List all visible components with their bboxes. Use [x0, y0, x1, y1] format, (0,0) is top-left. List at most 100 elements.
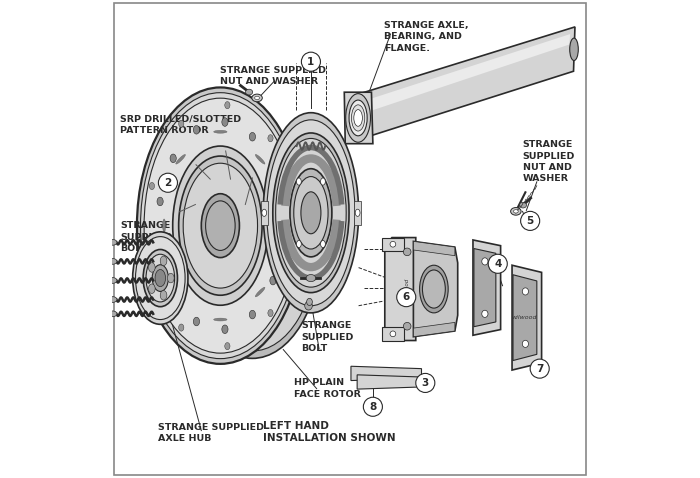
- Ellipse shape: [267, 120, 355, 306]
- Polygon shape: [382, 327, 404, 340]
- Ellipse shape: [148, 263, 155, 272]
- Ellipse shape: [263, 113, 358, 313]
- Ellipse shape: [273, 133, 349, 293]
- Ellipse shape: [136, 237, 185, 320]
- Circle shape: [416, 373, 435, 392]
- Text: wilwood: wilwood: [405, 278, 409, 300]
- Ellipse shape: [178, 120, 184, 127]
- Text: SUPPLIED: SUPPLIED: [522, 152, 575, 161]
- Polygon shape: [414, 241, 455, 256]
- Text: SUPPLIED: SUPPLIED: [302, 333, 354, 342]
- Ellipse shape: [297, 240, 301, 248]
- Ellipse shape: [306, 274, 316, 282]
- Ellipse shape: [178, 156, 262, 295]
- Ellipse shape: [148, 284, 155, 293]
- Ellipse shape: [279, 230, 285, 239]
- Ellipse shape: [108, 259, 117, 264]
- Ellipse shape: [222, 118, 228, 126]
- Ellipse shape: [321, 240, 326, 248]
- Ellipse shape: [270, 276, 276, 285]
- Ellipse shape: [403, 248, 411, 256]
- Text: 5: 5: [526, 216, 534, 226]
- Ellipse shape: [297, 178, 301, 185]
- Text: NUT AND: NUT AND: [522, 163, 571, 172]
- Text: WASHER: WASHER: [522, 174, 568, 184]
- Ellipse shape: [141, 93, 300, 358]
- Ellipse shape: [403, 322, 411, 330]
- Circle shape: [363, 397, 382, 416]
- Text: 8: 8: [370, 402, 377, 412]
- Ellipse shape: [482, 310, 488, 317]
- Text: 2: 2: [164, 178, 172, 188]
- Polygon shape: [351, 366, 421, 380]
- Text: STRANGE AXLE,: STRANGE AXLE,: [384, 21, 469, 30]
- Ellipse shape: [214, 318, 227, 321]
- Ellipse shape: [157, 246, 163, 254]
- Text: 7: 7: [536, 364, 543, 374]
- Polygon shape: [512, 265, 542, 370]
- Ellipse shape: [176, 154, 186, 164]
- Ellipse shape: [354, 108, 358, 112]
- Text: STRANGE SUPPLIED: STRANGE SUPPLIED: [220, 66, 326, 75]
- Ellipse shape: [252, 94, 262, 102]
- Ellipse shape: [144, 98, 297, 353]
- Ellipse shape: [202, 194, 239, 258]
- Ellipse shape: [352, 120, 356, 125]
- Ellipse shape: [133, 232, 188, 324]
- Ellipse shape: [167, 273, 174, 283]
- Ellipse shape: [170, 154, 176, 163]
- Ellipse shape: [294, 176, 328, 249]
- Text: HP PLAIN: HP PLAIN: [294, 379, 344, 388]
- Ellipse shape: [354, 109, 363, 126]
- Ellipse shape: [108, 239, 117, 245]
- Text: BEARING, AND: BEARING, AND: [384, 33, 462, 42]
- Ellipse shape: [360, 111, 364, 115]
- Polygon shape: [354, 201, 361, 225]
- Ellipse shape: [522, 340, 528, 348]
- Ellipse shape: [149, 183, 155, 190]
- Ellipse shape: [514, 210, 518, 213]
- Text: 4: 4: [494, 259, 501, 269]
- Ellipse shape: [349, 100, 368, 136]
- Text: LEFT HAND: LEFT HAND: [263, 421, 329, 431]
- Ellipse shape: [359, 124, 362, 128]
- Polygon shape: [344, 92, 373, 144]
- Polygon shape: [382, 238, 404, 251]
- Ellipse shape: [193, 317, 199, 326]
- Text: FLANGE.: FLANGE.: [384, 44, 430, 53]
- Circle shape: [521, 211, 540, 230]
- Ellipse shape: [390, 241, 395, 247]
- Ellipse shape: [249, 132, 256, 141]
- Polygon shape: [357, 34, 570, 115]
- Text: 3: 3: [421, 378, 429, 388]
- Text: BOLT: BOLT: [120, 244, 146, 253]
- Circle shape: [302, 52, 321, 71]
- Ellipse shape: [149, 262, 155, 269]
- Ellipse shape: [246, 89, 253, 95]
- Polygon shape: [414, 241, 458, 337]
- Ellipse shape: [108, 297, 117, 303]
- Text: BOLT: BOLT: [302, 344, 328, 353]
- Circle shape: [158, 173, 178, 192]
- Ellipse shape: [108, 311, 117, 317]
- Polygon shape: [513, 275, 537, 360]
- Text: SUPPLIED: SUPPLIED: [120, 233, 173, 241]
- Circle shape: [530, 359, 550, 378]
- Text: STRANGE SUPPLIED: STRANGE SUPPLIED: [158, 423, 265, 432]
- Ellipse shape: [390, 331, 395, 337]
- Circle shape: [488, 254, 508, 273]
- Ellipse shape: [157, 197, 163, 206]
- Text: INSTALLATION SHOWN: INSTALLATION SHOWN: [263, 433, 396, 443]
- Ellipse shape: [230, 205, 275, 281]
- Text: STRANGE: STRANGE: [302, 321, 352, 330]
- Ellipse shape: [353, 108, 363, 128]
- Ellipse shape: [176, 287, 186, 297]
- Ellipse shape: [160, 291, 167, 300]
- Ellipse shape: [510, 207, 521, 215]
- Ellipse shape: [307, 298, 312, 305]
- Text: NUT AND WASHER: NUT AND WASHER: [220, 77, 318, 86]
- Ellipse shape: [152, 265, 169, 292]
- Text: AXLE HUB: AXLE HUB: [158, 434, 212, 443]
- Ellipse shape: [108, 278, 117, 283]
- Text: wilwood: wilwood: [512, 315, 537, 320]
